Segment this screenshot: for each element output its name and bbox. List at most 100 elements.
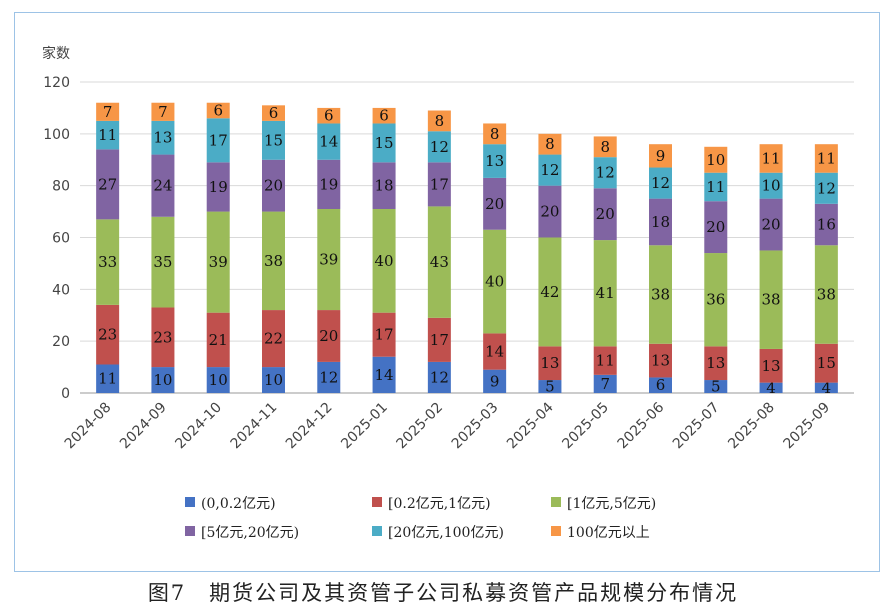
- bar-segment: [427, 317, 451, 362]
- data-label: 38: [264, 252, 283, 270]
- data-label: 39: [319, 251, 338, 269]
- legend-swatch: [551, 526, 561, 536]
- data-label: 19: [319, 175, 338, 193]
- data-label: 36: [706, 291, 725, 309]
- bar-segment: [649, 198, 672, 246]
- data-label: 10: [209, 371, 228, 389]
- x-tick-label: 2024-08: [62, 400, 115, 453]
- bar-segment: [262, 367, 285, 393]
- bar-segment: [538, 154, 562, 186]
- bar-segment: [704, 146, 728, 173]
- data-label: 10: [153, 371, 172, 389]
- y-tick-label: 80: [52, 179, 70, 195]
- data-label: 11: [706, 178, 725, 196]
- bar-segment: [483, 229, 507, 334]
- legend-label: 100亿元以上: [567, 525, 650, 541]
- legend-swatch: [185, 526, 195, 536]
- bar-segment: [427, 361, 451, 393]
- data-label: 10: [762, 177, 781, 195]
- bar-segment: [759, 198, 783, 251]
- data-label: 14: [319, 133, 338, 151]
- data-label: 38: [762, 291, 781, 309]
- legend-label: (0,0.2亿元): [201, 496, 276, 512]
- data-label: 7: [158, 103, 168, 121]
- bar-segment: [759, 144, 783, 173]
- legend-swatch: [372, 497, 382, 507]
- bar-segment: [593, 374, 617, 393]
- x-tick-label: 2024-12: [283, 400, 336, 453]
- y-tick-label: 120: [43, 75, 70, 91]
- bar-segment: [372, 107, 396, 124]
- bar-segment: [538, 380, 562, 393]
- y-tick-label: 40: [52, 282, 70, 298]
- stacked-bar-chart: 0 20 40 60 80 100 120 家数 11 23 33 27 11 7 2024-08 10 23 3…: [42, 45, 854, 541]
- bar-segment: [483, 144, 507, 178]
- data-label: 11: [98, 126, 117, 144]
- bar-segment: [206, 162, 230, 212]
- data-label: 20: [596, 205, 615, 223]
- legend-swatch: [372, 526, 382, 536]
- data-label: 17: [209, 131, 228, 149]
- bar-segment: [649, 167, 672, 199]
- bar-segment: [814, 245, 838, 344]
- bar-segment: [372, 312, 396, 357]
- x-tick-label: 2025-05: [559, 400, 612, 453]
- data-label: 39: [209, 253, 228, 271]
- bar-segment: [649, 144, 672, 168]
- data-label: 13: [651, 352, 670, 370]
- bar-segment: [262, 310, 285, 368]
- data-label: 14: [485, 343, 504, 361]
- bar-segment: [538, 346, 562, 381]
- legend-swatch: [551, 497, 561, 507]
- bar-segment: [593, 346, 617, 375]
- data-label: 7: [600, 375, 610, 393]
- data-label: 18: [375, 177, 394, 195]
- data-label: 13: [706, 354, 725, 372]
- bar-segment: [759, 250, 783, 349]
- y-axis-label: 家数: [42, 45, 70, 62]
- data-label: 12: [430, 138, 449, 156]
- bar-segment: [151, 120, 175, 155]
- bar-segment: [372, 356, 396, 393]
- data-label: 9: [656, 147, 666, 165]
- bar-segment: [372, 123, 396, 163]
- bar-segment: [593, 240, 617, 347]
- y-tick-label: 100: [43, 127, 70, 143]
- bar-segment: [262, 120, 285, 160]
- bar-segment: [206, 211, 230, 313]
- data-label: 40: [375, 252, 394, 270]
- data-label: 10: [264, 371, 283, 389]
- data-label: 20: [762, 216, 781, 234]
- figure-caption: 图7 期货公司及其资管子公司私募资管产品规模分布情况: [147, 581, 739, 605]
- bar-segment: [538, 133, 562, 155]
- bar-segment: [593, 136, 617, 158]
- data-label: 13: [485, 152, 504, 170]
- data-label: 8: [545, 135, 555, 153]
- bar-segment: [317, 107, 341, 124]
- data-label: 4: [822, 379, 832, 397]
- bar-segment: [538, 237, 562, 347]
- bar-segment: [427, 206, 451, 318]
- x-tick-label: 2024-11: [228, 400, 281, 453]
- bar-segment: [814, 203, 838, 246]
- bar-segment: [151, 367, 175, 393]
- bar-segment: [704, 201, 728, 254]
- bar-segment: [262, 105, 285, 121]
- bar-segment: [151, 216, 175, 308]
- bar-segment: [814, 382, 838, 393]
- x-tick-label: 2024-09: [117, 400, 170, 453]
- bar-segment: [704, 172, 728, 202]
- data-label: 40: [485, 273, 504, 291]
- data-label: 12: [430, 368, 449, 386]
- bar-segment: [96, 120, 120, 150]
- bar-segment: [96, 304, 120, 365]
- x-tick-label: 2025-08: [725, 400, 778, 453]
- x-tick-label: 2025-04: [504, 399, 557, 452]
- data-label: 23: [98, 326, 117, 344]
- data-label: 5: [711, 378, 721, 396]
- y-tick-label: 20: [52, 334, 70, 350]
- data-label: 15: [264, 131, 283, 149]
- data-label: 42: [540, 283, 559, 301]
- data-label: 11: [596, 352, 615, 370]
- data-label: 13: [762, 357, 781, 375]
